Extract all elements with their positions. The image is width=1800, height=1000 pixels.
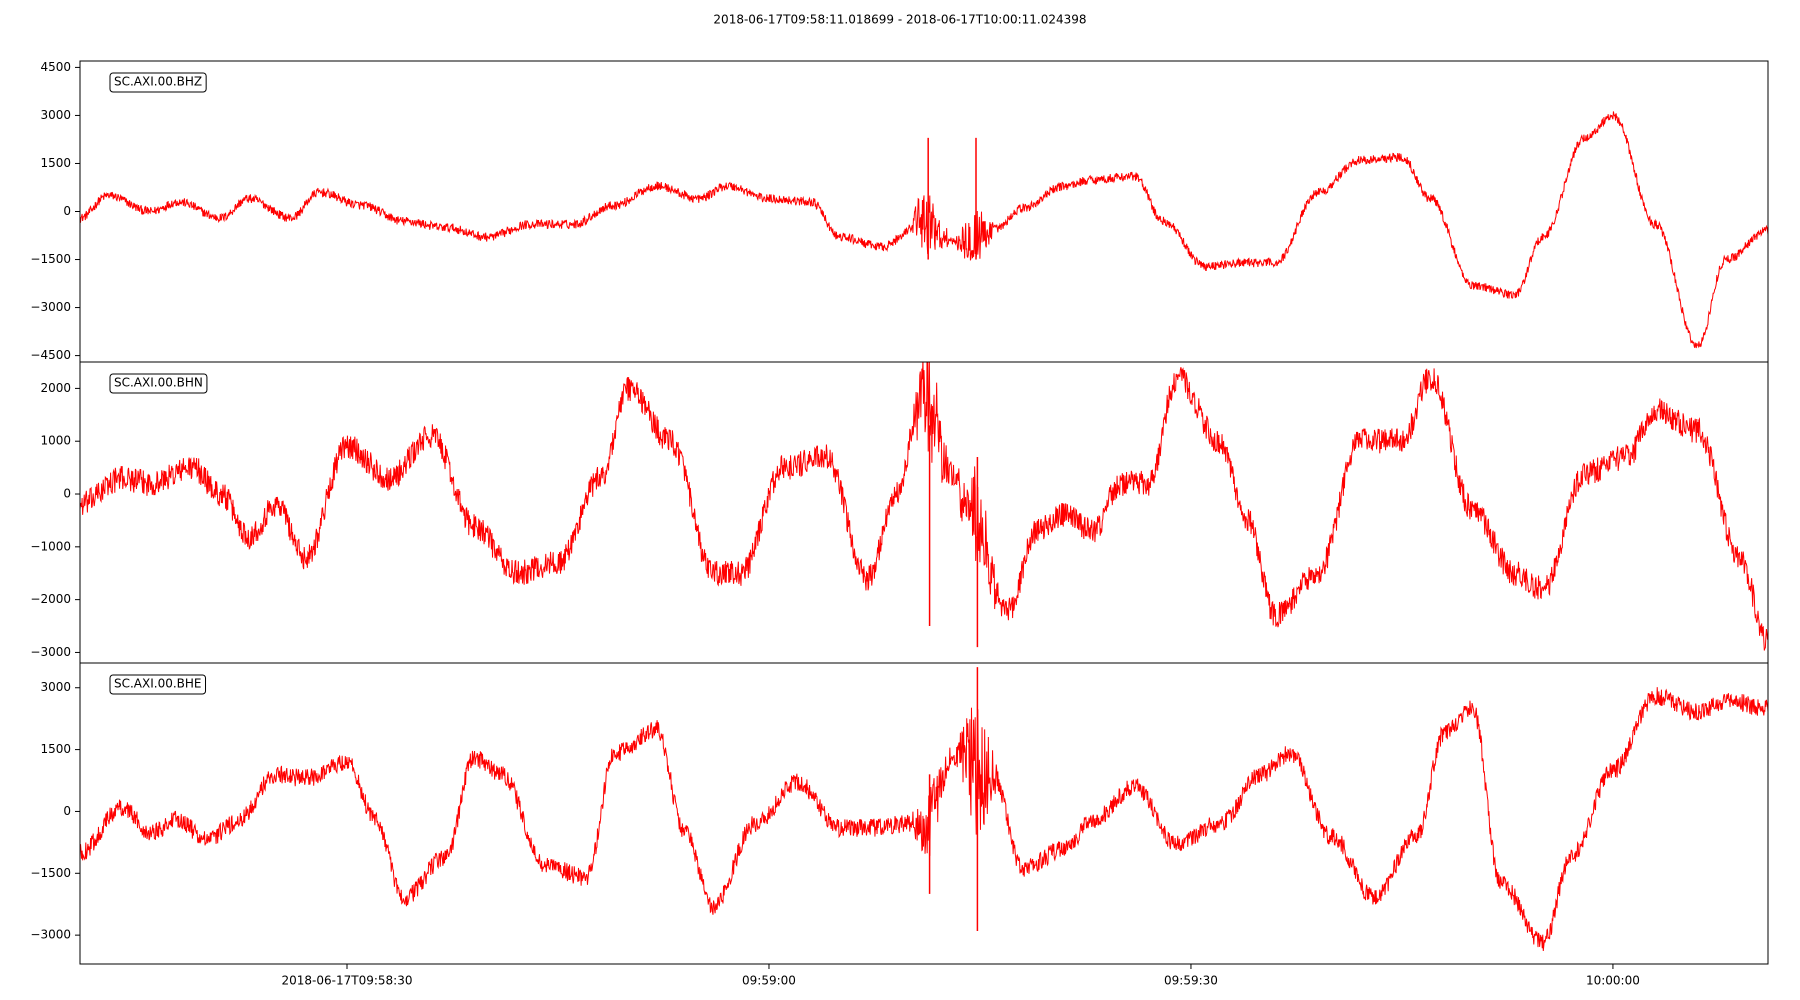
trace-panels: 4500 3000 1500 0 −1500 −3000 −4500 SC.AXI.00.BH… (30, 60, 1769, 965)
panel-frame (79, 662, 1769, 965)
station-label-box (109, 373, 208, 394)
station-label-box (109, 674, 207, 695)
y-tick-label: 3000 (40, 680, 71, 694)
x-tick-label: 10:00:00 (1586, 974, 1640, 988)
waveform-line (80, 687, 1768, 952)
station-label: SC.AXI.00.BHE (114, 677, 202, 691)
y-tick-label: 1500 (40, 742, 71, 756)
y-tick-label: −1500 (30, 866, 71, 880)
y-tick-label: −1500 (30, 252, 71, 266)
y-tick-label: 3000 (40, 108, 71, 122)
y-tick-label: −3000 (30, 928, 71, 942)
time-axis: 2018-06-17T09:58:30 09:59:00 09:59:30 10:00… (282, 964, 1640, 988)
y-tick-label: 1500 (40, 156, 71, 170)
y-tick-label: 4500 (40, 60, 71, 74)
trace-panel: 3000 1500 0 −1500 −3000 SC.AXI.00.BHE (30, 662, 1769, 965)
y-tick-label: 0 (63, 204, 71, 218)
y-tick-label: −3000 (30, 300, 71, 314)
y-tick-label: 0 (63, 487, 71, 501)
waveform-line (80, 362, 1768, 651)
y-tick-label: 1000 (40, 434, 71, 448)
figure-title: 2018-06-17T09:58:11.018699 - 2018-06-17T… (713, 13, 1086, 27)
y-tick-label: 0 (63, 804, 71, 818)
y-tick-label: −1000 (30, 539, 71, 553)
trace-panel: 2000 1000 0 −1000 −2000 −3000 SC.AXI.00.BHN (30, 361, 1769, 664)
x-tick-label: 09:59:30 (1164, 974, 1218, 988)
x-tick-label: 09:59:00 (742, 974, 796, 988)
y-tick-label: −4500 (30, 348, 71, 362)
x-tick-label: 2018-06-17T09:58:30 (282, 974, 413, 988)
trace-panel: 4500 3000 1500 0 −1500 −3000 −4500 SC.AXI.00.BH… (30, 60, 1769, 363)
waveform-line (80, 111, 1768, 349)
station-label: SC.AXI.00.BHZ (114, 75, 202, 89)
y-tick-label: −3000 (30, 645, 71, 659)
y-tick-label: 2000 (40, 381, 71, 395)
station-label: SC.AXI.00.BHN (114, 376, 203, 390)
y-tick-label: −2000 (30, 592, 71, 606)
station-label-box (109, 72, 207, 93)
panel-frame (79, 361, 1769, 664)
